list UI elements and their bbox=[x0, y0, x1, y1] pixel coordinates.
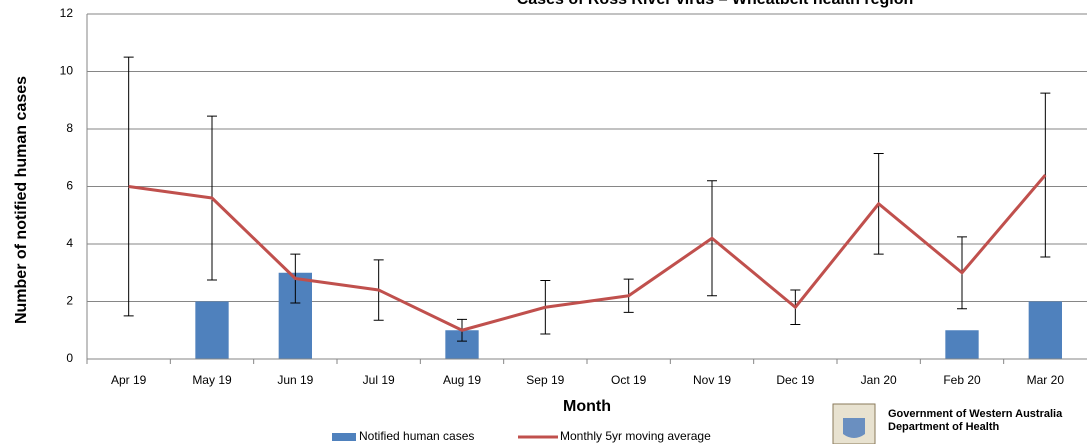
y-tick-label: 8 bbox=[66, 121, 73, 135]
y-tick-label: 0 bbox=[66, 351, 73, 365]
x-tick-label: May 19 bbox=[192, 373, 232, 387]
y-axis-title: Number of notified human cases bbox=[13, 76, 30, 324]
bar bbox=[945, 330, 979, 359]
x-tick-label: Jan 20 bbox=[861, 373, 897, 387]
chart-title: Cases of Ross River virus – Wheatbelt he… bbox=[517, 0, 914, 8]
x-tick-label: Apr 19 bbox=[111, 373, 147, 387]
legend-swatch bbox=[332, 433, 356, 441]
logo-shield bbox=[843, 418, 865, 438]
x-tick-label: Dec 19 bbox=[776, 373, 814, 387]
logo-line: Government of Western Australia bbox=[888, 408, 1063, 420]
x-tick-label: Jul 19 bbox=[363, 373, 395, 387]
bar bbox=[195, 301, 229, 359]
legend-label: Monthly 5yr moving average bbox=[560, 429, 711, 443]
logo: Government of Western Australia Departme… bbox=[832, 403, 1063, 444]
x-axis-title: Month bbox=[563, 398, 611, 415]
x-tick-label: Feb 20 bbox=[943, 373, 981, 387]
y-tick-label: 10 bbox=[60, 64, 74, 78]
y-tick-label: 6 bbox=[66, 179, 73, 193]
y-tick-label: 12 bbox=[60, 6, 74, 20]
x-tick-label: Nov 19 bbox=[693, 373, 731, 387]
x-tick-label: Mar 20 bbox=[1027, 373, 1065, 387]
logo-line: Department of Health bbox=[888, 421, 1000, 433]
line bbox=[128, 174, 1047, 332]
y-tick-label: 2 bbox=[66, 294, 73, 308]
x-tick-label: Jun 19 bbox=[277, 373, 313, 387]
x-tick-label: Sep 19 bbox=[526, 373, 564, 387]
y-tick-label: 4 bbox=[66, 236, 73, 250]
legend-label: Notified human cases bbox=[359, 429, 474, 443]
x-tick-label: Oct 19 bbox=[611, 373, 647, 387]
x-tick-label: Aug 19 bbox=[443, 373, 481, 387]
bar bbox=[1028, 301, 1062, 359]
